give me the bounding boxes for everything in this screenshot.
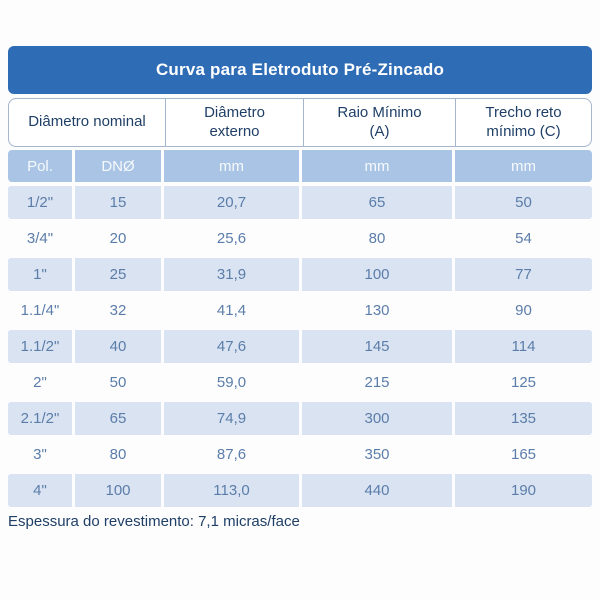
unit-cell-dn: DNØ — [75, 150, 161, 182]
table-cell: 440 — [302, 474, 452, 507]
table-cell: 114 — [455, 330, 592, 363]
table-cell: 135 — [455, 402, 592, 435]
table-cell: 1/2" — [8, 186, 72, 219]
table-cell: 2" — [33, 374, 47, 391]
table-cell: 2.1/2" — [8, 402, 72, 435]
col-header-diametro-externo: Diâmetro externo — [165, 99, 303, 146]
col-header-trecho-reto: Trecho reto mínimo (C) — [455, 99, 591, 146]
table-cell: 77 — [455, 258, 592, 291]
table-cell: 145 — [302, 330, 452, 363]
table-cell: 54 — [515, 230, 532, 247]
unit-cell-mm-1: mm — [164, 150, 299, 182]
table-cell: 87,6 — [216, 446, 247, 463]
table-row: 2" 50 59,0 215 125 — [8, 366, 592, 399]
table-cell: 4" — [8, 474, 72, 507]
table-cell: 20 — [109, 230, 127, 247]
table-cell: 20,7 — [164, 186, 299, 219]
table-cell: 100 — [302, 258, 452, 291]
table-cell: 80 — [109, 446, 127, 463]
table-cell: 90 — [515, 302, 532, 319]
table-cell: 215 — [364, 374, 390, 391]
table-cell: 74,9 — [164, 402, 299, 435]
table-cell: 65 — [302, 186, 452, 219]
table-cell: 100 — [75, 474, 161, 507]
table-cell: 15 — [75, 186, 161, 219]
table-row: 1/2" 15 20,7 65 50 — [8, 186, 592, 219]
table-row: 3" 80 87,6 350 165 — [8, 438, 592, 471]
table-cell: 130 — [364, 302, 390, 319]
col-header-raio-minimo: Raio Mínimo (A) — [303, 99, 455, 146]
table-row: 3/4" 20 25,6 80 54 — [8, 222, 592, 255]
title-bar: Curva para Eletroduto Pré-Zincado — [8, 46, 592, 94]
table-body: 1/2" 15 20,7 65 50 3/4" 20 25,6 80 54 1"… — [8, 186, 592, 507]
table-cell: 1" — [8, 258, 72, 291]
table-header-row: Diâmetro nominal Diâmetro externo Raio M… — [8, 98, 592, 147]
table-cell: 31,9 — [164, 258, 299, 291]
unit-cell-mm-2: mm — [302, 150, 452, 182]
table-cell: 59,0 — [216, 374, 247, 391]
table-cell: 350 — [364, 446, 390, 463]
table-cell: 125 — [510, 374, 537, 391]
unit-cell-pol: Pol. — [8, 150, 72, 182]
table-cell: 1.1/2" — [8, 330, 72, 363]
table-cell: 3/4" — [26, 230, 54, 247]
page-title: Curva para Eletroduto Pré-Zincado — [155, 60, 445, 79]
coating-thickness-note: Espessura do revestimento: 7,1 micras/fa… — [8, 513, 300, 530]
unit-cell-mm-3: mm — [455, 150, 592, 182]
table-row: 1.1/4" 32 41,4 130 90 — [8, 294, 592, 327]
table-row: 1" 25 31,9 100 77 — [8, 258, 592, 291]
table-cell: 165 — [510, 446, 537, 463]
table-cell: 41,4 — [216, 302, 247, 319]
col-header-diametro-nominal: Diâmetro nominal — [28, 113, 146, 131]
table-row: 1.1/2" 40 47,6 145 114 — [8, 330, 592, 363]
table-cell: 113,0 — [164, 474, 299, 507]
table-cell: 47,6 — [164, 330, 299, 363]
table-row: 4" 100 113,0 440 190 — [8, 474, 592, 507]
table-cell: 1.1/4" — [20, 302, 60, 319]
table-cell: 80 — [368, 230, 386, 247]
table-cell: 300 — [302, 402, 452, 435]
table-cell: 32 — [109, 302, 127, 319]
units-row: Pol. DNØ mm mm mm — [8, 150, 592, 182]
table-row: 2.1/2" 65 74,9 300 135 — [8, 402, 592, 435]
table-cell: 25,6 — [216, 230, 247, 247]
table-cell: 3" — [33, 446, 47, 463]
table-cell: 50 — [455, 186, 592, 219]
table-cell: 65 — [75, 402, 161, 435]
table-cell: 50 — [109, 374, 127, 391]
table-cell: 25 — [75, 258, 161, 291]
table-cell: 40 — [75, 330, 161, 363]
table-cell: 190 — [455, 474, 592, 507]
